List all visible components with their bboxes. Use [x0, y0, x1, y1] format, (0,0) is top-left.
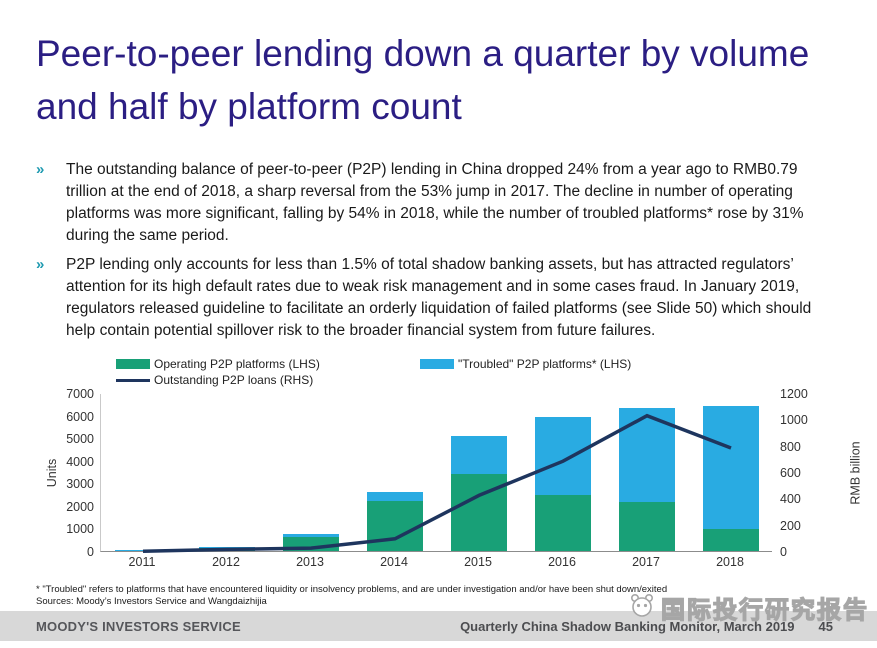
legend-item-troubled: "Troubled" P2P platforms* (LHS) [420, 357, 631, 371]
left-axis-tick: 1000 [66, 522, 94, 537]
operating-bar-2014 [367, 501, 423, 551]
footer-report-title: Quarterly China Shadow Banking Monitor, … [460, 618, 795, 634]
footer-brand: MOODY'S INVESTORS SERVICE [36, 618, 241, 634]
right-axis-tick: 200 [780, 518, 801, 533]
right-axis-title: RMB billion [848, 441, 863, 505]
chart: Operating P2P platforms (LHS) "Troubled"… [36, 356, 863, 569]
x-axis-label-2012: 2012 [212, 555, 240, 569]
troubled-bar-2018 [703, 405, 759, 529]
operating-bar-2018 [703, 528, 759, 551]
page-title: Peer-to-peer lending down a quarter by v… [36, 33, 810, 127]
footer: MOODY'S INVESTORS SERVICE Quarterly Chin… [0, 611, 877, 641]
watermark: 国际投行研究报告 [629, 590, 869, 625]
right-axis-tick: 1200 [780, 387, 808, 401]
left-axis-tick: 5000 [66, 432, 94, 447]
legend-label: Outstanding P2P loans (RHS) [154, 373, 314, 387]
left-axis-tick: 7000 [66, 387, 94, 401]
right-axis: RMB billion 0 200 400 600 800 1000 1200 [772, 387, 863, 559]
bullet-marker-icon: » [36, 256, 45, 273]
right-axis-tick: 800 [780, 439, 801, 454]
left-axis-tick: 2000 [66, 499, 94, 514]
troubled-swatch-icon [420, 359, 454, 369]
x-axis-label-2014: 2014 [380, 555, 408, 569]
watermark-text: 国际投行研究报告 [660, 596, 869, 624]
left-axis-title: Units [45, 458, 60, 488]
operating-bar-2016 [535, 495, 591, 551]
x-axis-label-2015: 2015 [464, 555, 492, 569]
footer-right: Quarterly China Shadow Banking Monitor, … [460, 619, 833, 634]
bullet-list: » The outstanding balance of peer-to-pee… [36, 159, 828, 349]
troubled-bar-2014 [367, 492, 423, 502]
left-axis-tick: 6000 [66, 409, 94, 424]
bullet-item: » The outstanding balance of peer-to-pee… [36, 159, 828, 247]
x-axis-label-2013: 2013 [296, 555, 324, 569]
x-axis-label-2011: 2011 [128, 555, 156, 569]
right-axis-tick: 1000 [780, 413, 808, 428]
footnote-sources: Sources: Moody’s Investors Service and W… [36, 596, 267, 607]
loans-line [142, 413, 732, 554]
operating-bar-2017 [619, 502, 675, 551]
troubled-bar-2016 [535, 416, 591, 496]
legend-item-loans: Outstanding P2P loans (RHS) [116, 373, 313, 387]
legend-label: "Troubled" P2P platforms* (LHS) [458, 357, 632, 371]
bullet-item: » P2P lending only accounts for less tha… [36, 254, 828, 342]
footnotes: * "Troubled" refers to platforms that ha… [36, 584, 776, 608]
x-axis-label-2018: 2018 [716, 555, 744, 569]
x-axis-label-2016: 2016 [548, 555, 576, 569]
right-axis-tick: 0 [780, 545, 787, 559]
plot-area [100, 394, 772, 554]
panda-logo-icon [629, 592, 655, 623]
troubled-bar-2015 [451, 435, 507, 475]
left-axis: Units 0 1000 2000 3000 4000 5000 6000 7000 [36, 387, 100, 559]
legend-label: Operating P2P platforms (LHS) [154, 357, 320, 371]
bullet-marker-icon: » [36, 161, 45, 178]
loans-line-swatch-icon [116, 378, 150, 382]
bullet-text: The outstanding balance of peer-to-peer … [66, 161, 804, 244]
x-axis-labels: 2011 2012 2013 2014 2015 2016 2017 2018 [100, 552, 772, 569]
footnote-troubled-definition: * "Troubled" refers to platforms that ha… [36, 584, 668, 595]
left-axis-tick: 3000 [66, 477, 94, 492]
operating-swatch-icon [116, 359, 150, 369]
chart-legend: Operating P2P platforms (LHS) "Troubled"… [116, 356, 848, 388]
troubled-bar-2013 [283, 534, 339, 537]
left-axis-tick: 4000 [66, 454, 94, 469]
legend-item-operating: Operating P2P platforms (LHS) [116, 357, 420, 371]
chart-plot-wrapper: Units 0 1000 2000 3000 4000 5000 6000 7000 RMB … [36, 387, 863, 559]
troubled-bar-2012 [199, 546, 255, 549]
footer-page-number: 45 [818, 618, 833, 634]
bullet-text: P2P lending only accounts for less than … [66, 256, 812, 339]
x-axis-label-2017: 2017 [632, 555, 660, 569]
left-axis-tick: 0 [87, 545, 94, 559]
right-axis-tick: 400 [780, 492, 801, 507]
right-axis-tick: 600 [780, 466, 801, 480]
